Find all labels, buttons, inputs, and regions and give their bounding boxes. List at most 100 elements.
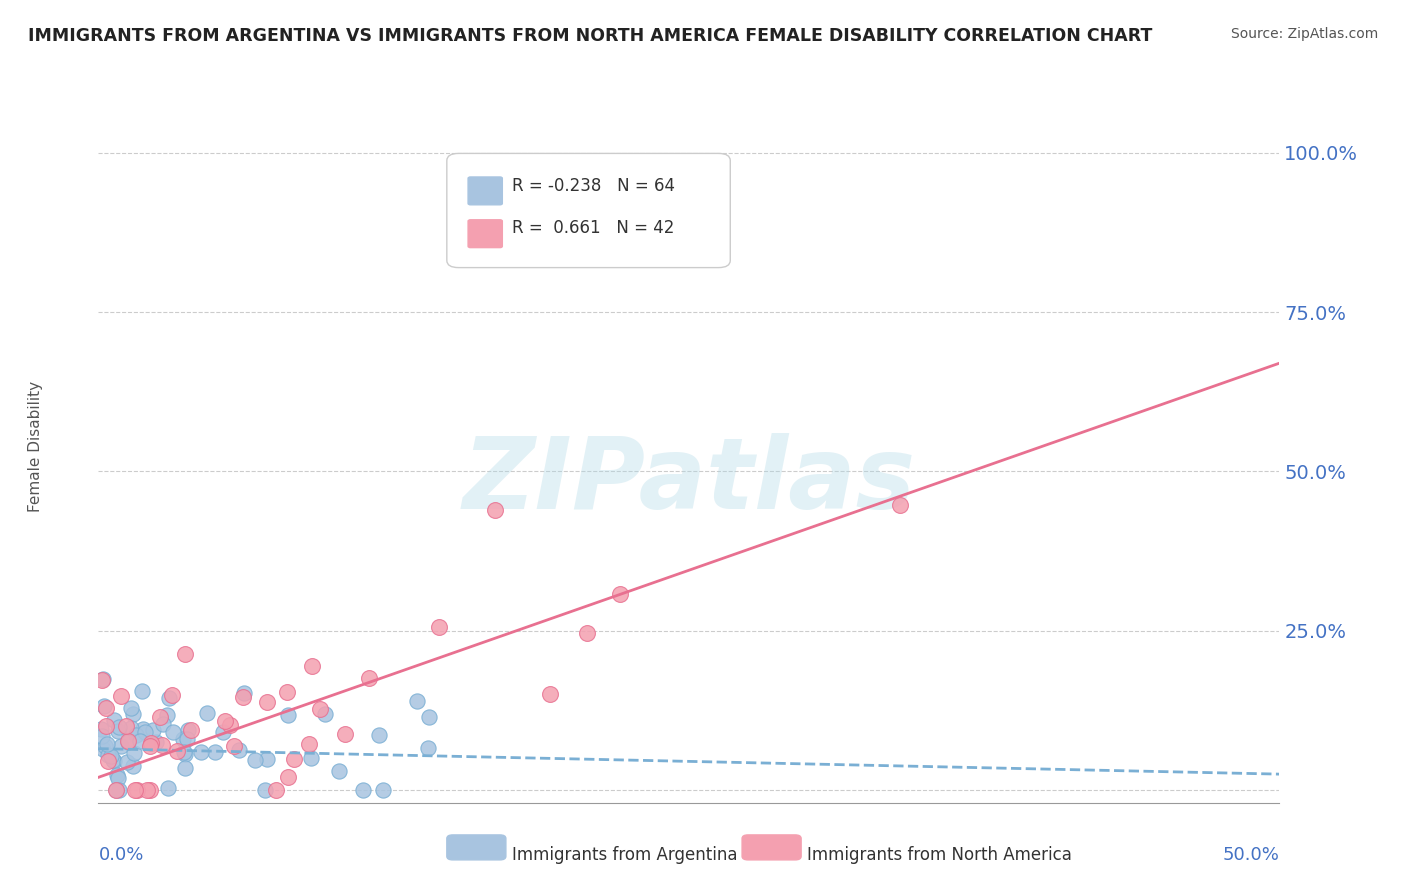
Point	[152, 717, 174, 731]
Point	[576, 625, 599, 640]
Point	[418, 740, 440, 755]
Point	[157, 690, 180, 705]
Point	[299, 751, 322, 765]
Point	[120, 701, 142, 715]
Point	[232, 686, 254, 700]
Point	[889, 498, 911, 512]
Point	[100, 749, 122, 764]
Point	[609, 587, 631, 601]
Point	[103, 713, 125, 727]
Text: R =  0.661   N = 42: R = 0.661 N = 42	[512, 219, 673, 237]
Point	[254, 783, 277, 797]
Point	[115, 719, 138, 733]
Point	[105, 783, 128, 797]
Point	[328, 764, 350, 779]
Point	[309, 702, 332, 716]
Point	[121, 707, 143, 722]
Point	[108, 720, 131, 734]
Point	[156, 707, 179, 722]
Point	[256, 695, 278, 709]
Point	[177, 723, 200, 737]
Point	[406, 693, 429, 707]
Text: Immigrants from North America: Immigrants from North America	[807, 846, 1071, 863]
Point	[90, 673, 112, 687]
Point	[141, 736, 163, 750]
Point	[142, 723, 165, 737]
Point	[136, 783, 159, 797]
Point	[90, 722, 112, 736]
Text: 50.0%: 50.0%	[1223, 846, 1279, 863]
Point	[124, 727, 146, 741]
Point	[160, 688, 183, 702]
Text: Immigrants from Argentina: Immigrants from Argentina	[512, 846, 737, 863]
FancyBboxPatch shape	[447, 153, 730, 268]
Point	[276, 685, 298, 699]
Point	[176, 731, 198, 746]
Point	[91, 672, 114, 686]
Point	[122, 746, 145, 760]
Point	[107, 724, 129, 739]
Point	[277, 770, 299, 784]
Point	[180, 723, 202, 737]
Point	[131, 684, 153, 698]
Point	[211, 725, 233, 739]
Point	[105, 768, 128, 782]
FancyBboxPatch shape	[468, 177, 502, 205]
Point	[93, 699, 115, 714]
Point	[174, 647, 197, 661]
Point	[256, 752, 278, 766]
Text: ZIPatlas: ZIPatlas	[463, 434, 915, 530]
FancyBboxPatch shape	[447, 835, 506, 860]
Point	[214, 714, 236, 728]
Point	[277, 707, 299, 722]
Point	[90, 729, 112, 743]
Point	[145, 735, 167, 749]
Point	[264, 783, 287, 797]
Point	[228, 743, 250, 757]
Point	[117, 734, 139, 748]
Point	[117, 735, 139, 749]
Point	[120, 722, 142, 736]
Point	[108, 783, 131, 797]
Point	[204, 745, 226, 759]
Point	[359, 671, 381, 685]
Point	[138, 739, 160, 753]
Point	[1386, 260, 1406, 275]
Point	[368, 728, 391, 742]
Point	[96, 719, 118, 733]
Point	[538, 687, 561, 701]
Point	[103, 754, 125, 768]
Point	[173, 747, 195, 761]
Point	[172, 731, 194, 746]
Point	[110, 739, 132, 753]
Point	[150, 738, 173, 752]
Point	[156, 780, 179, 795]
Point	[162, 724, 184, 739]
Y-axis label: Female Disability: Female Disability	[28, 380, 42, 512]
Point	[353, 783, 375, 797]
Point	[243, 753, 266, 767]
Point	[124, 783, 146, 797]
Point	[96, 738, 118, 752]
Text: Source: ZipAtlas.com: Source: ZipAtlas.com	[1230, 27, 1378, 41]
Text: 0.0%: 0.0%	[98, 846, 143, 863]
Point	[195, 706, 218, 720]
Point	[91, 741, 114, 756]
Point	[301, 659, 323, 673]
Point	[484, 503, 506, 517]
Point	[283, 752, 305, 766]
Point	[139, 783, 162, 797]
Point	[134, 725, 156, 739]
Point	[166, 744, 188, 758]
Point	[132, 723, 155, 737]
Point	[101, 753, 124, 767]
Text: IMMIGRANTS FROM ARGENTINA VS IMMIGRANTS FROM NORTH AMERICA FEMALE DISABILITY COR: IMMIGRANTS FROM ARGENTINA VS IMMIGRANTS …	[28, 27, 1153, 45]
Point	[97, 748, 120, 763]
Point	[107, 771, 129, 785]
Point	[219, 718, 242, 732]
Point	[110, 689, 132, 703]
Point	[298, 737, 321, 751]
FancyBboxPatch shape	[742, 835, 801, 860]
Point	[314, 707, 336, 722]
Point	[232, 690, 254, 704]
